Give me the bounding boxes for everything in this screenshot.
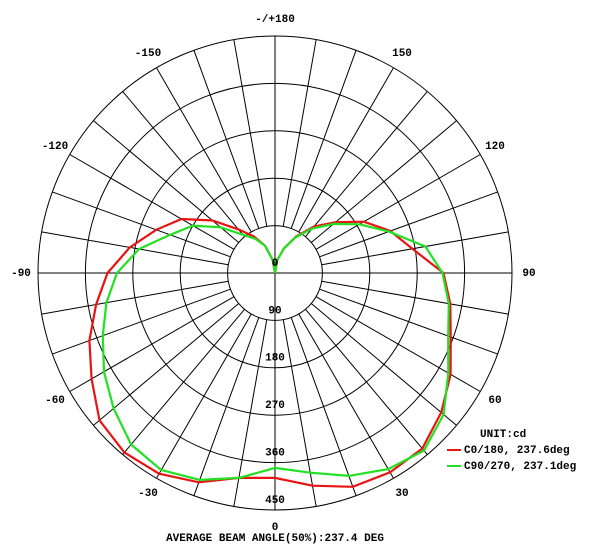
spoke (315, 296, 481, 392)
theta-tick-label: -90 (11, 268, 31, 280)
unit-label: UNIT:cd (480, 429, 526, 441)
legend-label: C90/270, 237.1deg (464, 461, 576, 473)
series-line (101, 222, 450, 482)
theta-tick-label: 90 (522, 268, 535, 280)
spoke (310, 303, 457, 426)
theta-tick-label: -/+180 (255, 14, 295, 26)
theta-tick-label: 60 (488, 395, 501, 407)
r-tick-label: 180 (265, 353, 285, 365)
theta-tick-label: -120 (42, 141, 68, 153)
spoke (193, 50, 260, 229)
spoke (69, 296, 235, 392)
spoke (41, 280, 229, 315)
theta-tick-label: 150 (392, 48, 412, 60)
theta-tick-label: -60 (45, 395, 65, 407)
theta-tick-label: 30 (395, 488, 408, 500)
spoke (193, 317, 260, 496)
spoke (298, 67, 394, 233)
spoke (282, 39, 317, 227)
r-tick-label: 0 (272, 258, 279, 270)
theta-tick-label: 120 (485, 141, 505, 153)
spoke (305, 91, 428, 238)
theta-tick-label: -30 (138, 488, 158, 500)
spoke (41, 231, 229, 266)
spoke (319, 288, 498, 355)
spoke (321, 280, 509, 315)
spoke (319, 191, 498, 258)
spoke (93, 303, 240, 426)
spoke (156, 313, 252, 479)
spoke (69, 154, 235, 250)
r-tick-label: 450 (265, 495, 285, 507)
spoke (290, 50, 357, 229)
spoke (321, 231, 509, 266)
spoke (52, 191, 231, 258)
curves (88, 217, 452, 488)
legend-label: C0/180, 237.6deg (464, 445, 570, 457)
spoke (233, 39, 268, 227)
theta-tick-label: -150 (135, 48, 161, 60)
spoke (290, 317, 357, 496)
r-tick-label: 270 (265, 400, 285, 412)
spoke (305, 308, 428, 455)
r-tick-label: 360 (265, 448, 285, 460)
theta-tick-label: 0 (272, 522, 279, 534)
labels: 0 90 180 270 360 450 -/+180 150 120 90 60 30 0 -30 -60… (11, 14, 576, 534)
spoke (233, 319, 268, 507)
spoke (156, 67, 252, 233)
r-tick-label: 90 (268, 305, 281, 317)
spoke (315, 154, 481, 250)
grid (37, 35, 513, 511)
spoke (52, 288, 231, 355)
spoke (122, 308, 245, 455)
footer: AVERAGE BEAM ANGLE(50%):237.4 DEG (166, 533, 384, 545)
spoke (122, 91, 245, 238)
spoke (298, 313, 394, 479)
series-line (88, 217, 452, 488)
spoke (282, 319, 317, 507)
